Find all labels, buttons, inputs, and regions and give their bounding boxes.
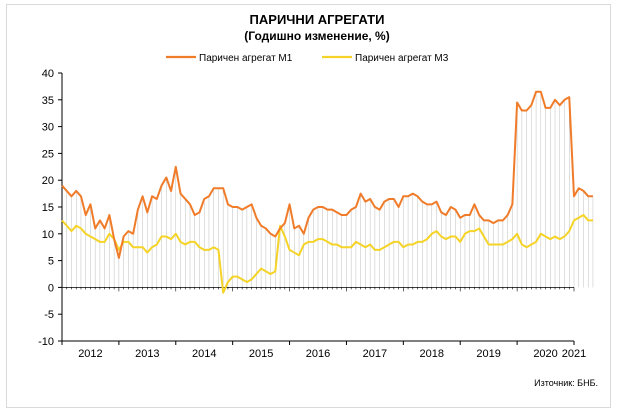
series-layer	[61, 90, 593, 294]
legend-label-m1: Паричен агрегат М1	[199, 53, 293, 64]
y-tick-label: 10	[42, 229, 54, 241]
x-tick-label: 2016	[306, 348, 330, 360]
y-tick-label: 20	[42, 175, 54, 187]
x-axis-ticks: 2012 2013 2014 2015 2016 2017 2018 2019 2020 2021	[61, 341, 586, 360]
y-tick-label: 35	[42, 95, 54, 107]
x-tick-label: 2013	[135, 348, 159, 360]
chart-title: ПАРИЧНИ АГРЕГАТИ	[250, 12, 385, 27]
y-tick-label: 5	[48, 256, 54, 268]
chart-subtitle: (Годишно изменение, %)	[244, 29, 389, 43]
x-tick-label: 2014	[192, 348, 216, 360]
x-tick-label: 2018	[420, 348, 444, 360]
drop-lines	[61, 91, 594, 288]
y-tick-label: 40	[42, 68, 54, 80]
legend: Паричен агрегат М1 Паричен агрегат М3	[166, 53, 449, 64]
x-tick-label: 2017	[363, 348, 387, 360]
y-tick-label: 25	[42, 148, 54, 160]
y-tick-label: 30	[42, 122, 54, 134]
source-note: Източник: БНБ.	[534, 378, 598, 388]
y-axis-ticks: -10 -5 0 5 10 15 20 25 30 35 40	[38, 68, 62, 348]
series-line-m3	[61, 214, 593, 294]
y-tick-label: 0	[48, 282, 54, 294]
y-tick-label: 15	[42, 202, 54, 214]
y-tick-label: -10	[38, 336, 54, 348]
series-line-m1	[61, 90, 593, 259]
x-tick-label: 2012	[78, 348, 102, 360]
x-tick-label: 2021	[562, 348, 586, 360]
y-tick-label: -5	[44, 309, 54, 321]
x-tick-label: 2020	[533, 348, 557, 360]
x-tick-label: 2015	[249, 348, 273, 360]
legend-label-m3: Паричен агрегат М3	[355, 53, 449, 64]
x-tick-label: 2019	[476, 348, 500, 360]
